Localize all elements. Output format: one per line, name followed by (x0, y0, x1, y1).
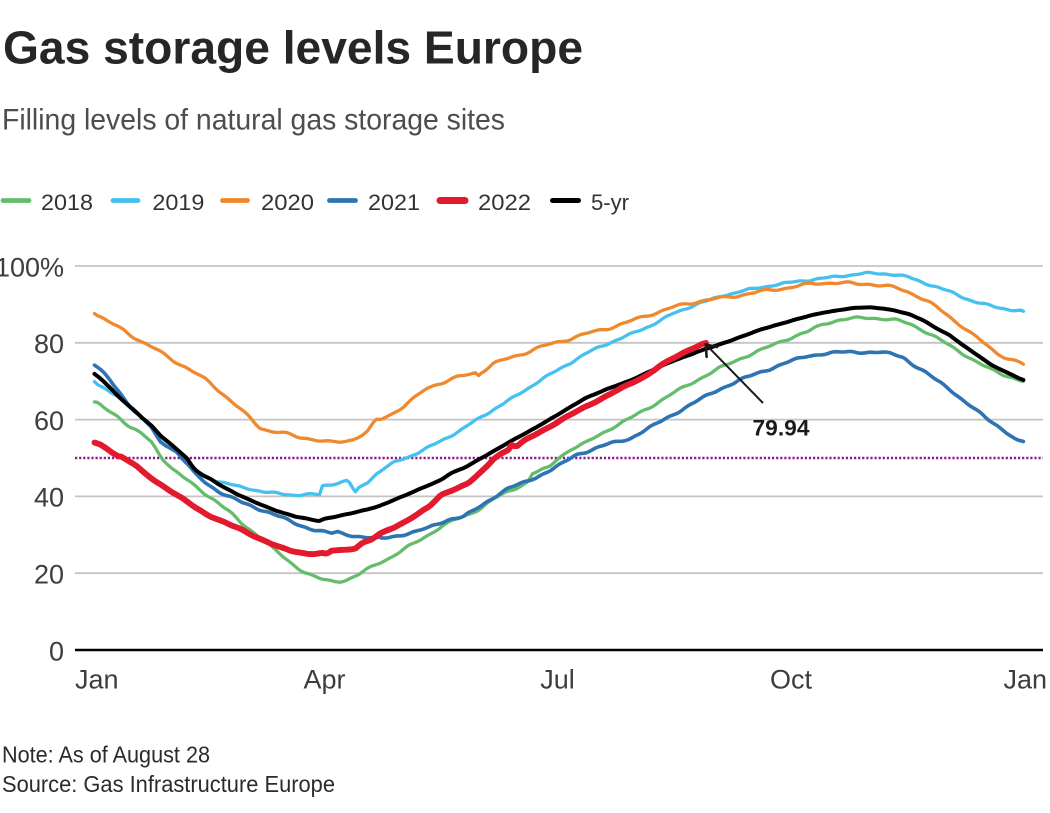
svg-text:5-yr: 5-yr (591, 190, 629, 215)
svg-text:Source: Gas Infrastructure Eur: Source: Gas Infrastructure Europe (2, 771, 335, 797)
svg-text:Oct: Oct (770, 665, 813, 695)
svg-text:2019: 2019 (152, 190, 204, 215)
svg-text:2018: 2018 (41, 190, 93, 215)
svg-text:2021: 2021 (368, 190, 420, 215)
svg-text:Note: As of August 28: Note: As of August 28 (2, 742, 210, 768)
svg-text:Jan: Jan (75, 665, 119, 695)
svg-text:Filling levels of natural gas: Filling levels of natural gas storage si… (2, 104, 505, 137)
svg-text:79.94: 79.94 (753, 416, 811, 441)
svg-text:60: 60 (34, 406, 64, 436)
svg-text:2020: 2020 (261, 190, 314, 215)
svg-text:100%: 100% (0, 252, 64, 282)
svg-text:80: 80 (34, 329, 64, 359)
svg-text:Jul: Jul (540, 665, 575, 695)
svg-text:0: 0 (49, 636, 64, 666)
svg-text:40: 40 (34, 483, 64, 513)
svg-text:Jan: Jan (1003, 665, 1047, 695)
svg-text:2022: 2022 (478, 190, 531, 215)
svg-text:20: 20 (34, 560, 64, 590)
svg-text:Apr: Apr (303, 665, 345, 695)
svg-text:Gas storage levels Europe: Gas storage levels Europe (3, 22, 583, 74)
